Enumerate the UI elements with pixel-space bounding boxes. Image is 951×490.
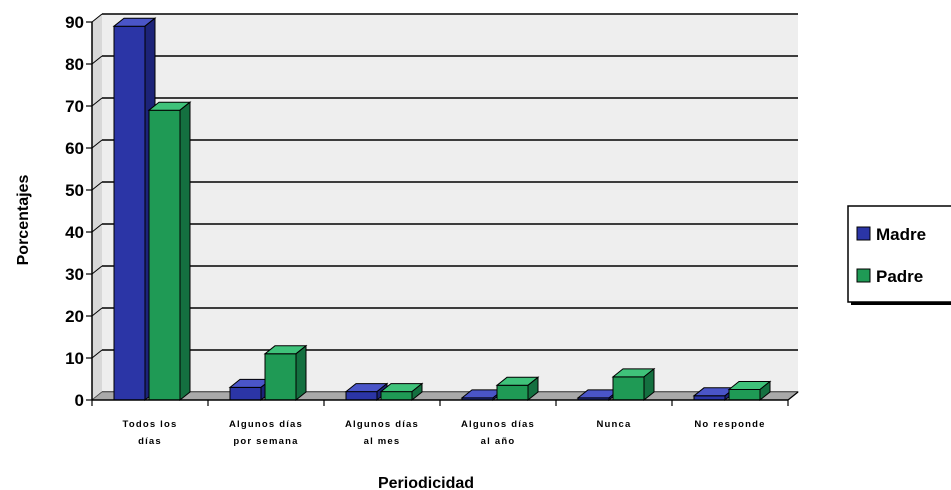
x-tick-label: Algunos días xyxy=(345,419,419,430)
gridline-depth xyxy=(91,223,103,233)
x-tick-labels: Todos los días Algunos días por semana Algun… xyxy=(123,419,765,447)
gridline-depth xyxy=(91,265,103,275)
y-tick-label: 80 xyxy=(65,55,84,74)
legend: Madre Padre xyxy=(847,205,951,305)
bar-front xyxy=(345,391,378,401)
gridline-depth xyxy=(91,97,103,107)
bar-padre-1 xyxy=(263,344,308,402)
bar-front xyxy=(229,386,262,401)
x-tick-label: No responde xyxy=(694,419,765,430)
gridline-depth xyxy=(91,181,103,191)
bar-front xyxy=(148,109,181,401)
bar-front xyxy=(264,353,297,401)
legend-label: Padre xyxy=(876,267,923,286)
back-wall xyxy=(102,14,798,392)
y-tick-label: 40 xyxy=(65,223,84,242)
y-tick-label: 20 xyxy=(65,307,84,326)
bar-front xyxy=(496,384,529,401)
y-tick-label: 10 xyxy=(65,349,84,368)
plot-back-wall xyxy=(92,14,798,400)
x-axis-end xyxy=(787,391,799,401)
bar-padre-2 xyxy=(379,382,424,402)
bar-side xyxy=(527,376,539,402)
gridline-depth xyxy=(91,13,103,23)
x-tick-label: Algunos días xyxy=(229,419,303,430)
bar-madre-1 xyxy=(228,378,273,402)
bar-padre-3 xyxy=(495,376,540,402)
legend-swatch xyxy=(856,268,871,283)
bar-side xyxy=(759,380,771,402)
bars xyxy=(112,17,772,402)
bar-front xyxy=(113,25,146,401)
y-tick-label: 60 xyxy=(65,139,84,158)
bar-side xyxy=(295,344,307,402)
y-axis-title: Porcentajes xyxy=(15,175,32,266)
gridlines xyxy=(91,13,798,401)
side-wall xyxy=(92,14,102,400)
plot-floor xyxy=(90,391,800,401)
y-tick-label: 30 xyxy=(65,265,84,284)
y-tick-labels: 0 10 20 30 40 50 60 70 80 90 xyxy=(65,13,84,410)
x-tick-label: Algunos días xyxy=(461,419,535,430)
gridline-depth xyxy=(91,55,103,65)
x-tick-label: al año xyxy=(481,436,516,447)
legend-swatch xyxy=(856,226,871,241)
x-axis-title: Periodicidad xyxy=(378,475,474,490)
gridline-depth xyxy=(91,349,103,359)
bar-front xyxy=(728,389,761,401)
bar-padre-4 xyxy=(611,367,656,402)
x-tick-label: al mes xyxy=(364,436,401,447)
x-tick-label: por semana xyxy=(233,436,298,447)
bar-front xyxy=(380,391,413,401)
gridline-depth xyxy=(91,139,103,149)
bar-padre-5 xyxy=(727,380,772,402)
legend-label: Madre xyxy=(876,225,926,244)
x-tick-label: días xyxy=(138,436,162,447)
bar-side xyxy=(411,382,423,402)
bar-front xyxy=(612,376,645,401)
bar-side xyxy=(179,101,191,402)
legend-box xyxy=(847,205,951,303)
bar-side xyxy=(643,367,655,402)
floor-plane xyxy=(90,391,800,401)
bar-padre-0 xyxy=(147,101,192,402)
gridline-depth xyxy=(91,307,103,317)
x-tick-label: Todos los xyxy=(123,419,178,430)
y-tick-label: 90 xyxy=(65,13,84,32)
y-tick-label: 70 xyxy=(65,97,84,116)
y-tick-label: 0 xyxy=(75,391,84,410)
x-tick-label: Nunca xyxy=(596,419,631,430)
y-tick-label: 50 xyxy=(65,181,84,200)
axes xyxy=(86,21,799,406)
